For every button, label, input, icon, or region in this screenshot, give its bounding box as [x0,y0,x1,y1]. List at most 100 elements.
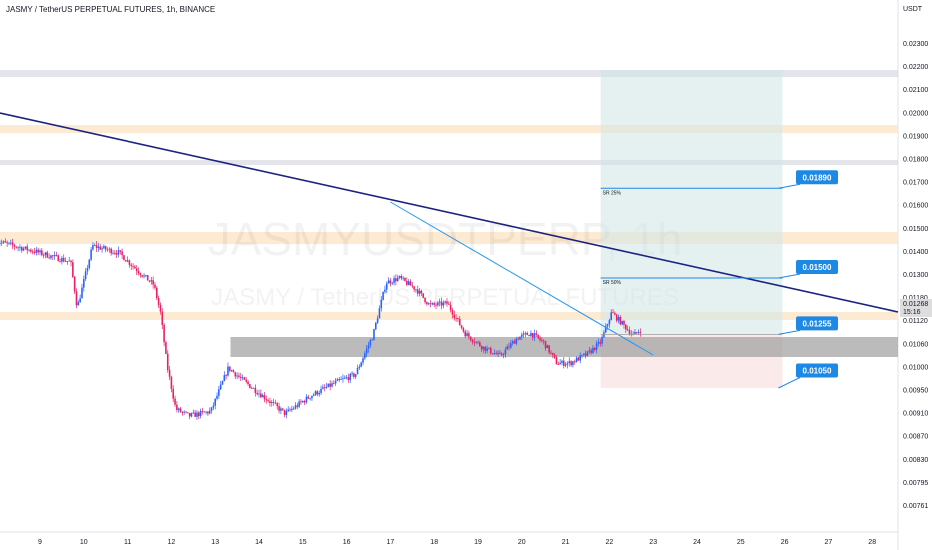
candle-body-19 [30,249,32,252]
x-tick-19: 28 [868,539,876,546]
x-tick-7: 16 [343,539,351,546]
candle-body-52 [90,249,92,260]
chart-title: JASMY / TetherUS PERPETUAL FUTURES, 1h, … [6,5,216,14]
candle-body-31 [51,255,54,257]
candle-body-331 [599,341,602,344]
candle-body-72 [126,260,129,262]
candle-body-309 [559,362,561,365]
candle-body-258 [466,333,468,337]
candle-body-239 [431,303,434,305]
candle-body-13 [19,247,21,248]
candle-body-64 [112,252,114,254]
candle-body-66 [115,253,118,255]
candle-body-53 [92,245,94,250]
candle-body-165 [296,405,299,407]
candle-body-219 [395,278,397,282]
y-tick-4: 0.01900 [903,133,928,140]
candle-body-9 [11,242,14,246]
candle-body-327 [592,347,594,353]
candle-body-293 [530,333,532,337]
candle-body-310 [561,360,563,363]
candle-body-38 [64,261,67,262]
candle-body-172 [309,398,311,400]
candle-body-32 [53,255,56,257]
wedge-trendline [390,201,654,356]
candle-body-328 [594,347,596,350]
candle-body-291 [526,333,529,336]
candle-body-255 [460,325,463,329]
candle-body-234 [422,293,425,298]
candle-body-352 [637,332,640,334]
tag-text-3: 0.01050 [803,367,832,376]
y-tick-17: 0.00870 [903,434,928,441]
candle-body-200 [360,362,362,367]
candle-body-152 [272,402,275,403]
tag-box-3 [796,363,838,378]
candle-body-263 [475,341,477,343]
candle-body-198 [356,368,359,375]
candle-body-114 [203,411,206,413]
x-tick-5: 14 [255,539,263,546]
candle-body-40 [68,260,70,262]
candle-body-41 [70,260,72,263]
candle-body-28 [46,252,49,258]
candle-body-131 [234,372,237,377]
candle-body-126 [225,375,227,376]
candle-body-179 [322,387,324,389]
horizontal-band-2 [0,125,898,133]
candle-body-337 [610,312,613,321]
y-tick-5: 0.01800 [903,157,928,164]
candle-body-217 [391,282,394,284]
candle-body-341 [617,316,620,321]
candle-body-233 [420,290,423,294]
candle-body-61 [106,249,109,251]
candle-body-116 [207,411,209,414]
candle-body-133 [238,375,240,377]
x-tick-10: 19 [474,539,482,546]
candle-body-162 [291,408,293,411]
candle-body-96 [170,376,173,389]
candle-body-140 [250,387,253,389]
candle-body-25 [41,250,43,255]
candle-body-109 [194,412,196,417]
candle-body-294 [531,333,534,338]
candle-body-277 [500,353,503,355]
candle-body-51 [88,259,91,268]
candle-body-49 [84,271,87,280]
candle-body-5 [4,241,7,243]
candle-body-144 [258,393,260,395]
candle-body-30 [50,255,52,259]
candle-body-342 [619,316,622,325]
candle-body-44 [75,291,78,306]
candle-body-340 [615,314,618,321]
y-tick-7: 0.01600 [903,203,928,210]
candle-body-59 [103,246,105,249]
candle-body-146 [261,395,264,398]
candle-body-184 [331,383,333,387]
y-tick-10: 0.01300 [903,272,928,279]
candle-body-322 [583,353,585,355]
candle-body-230 [415,289,417,291]
candle-body-102 [181,411,184,413]
level-label-0: SR 25% [603,190,622,196]
candle-body-76 [134,266,136,269]
y-tick-20: 0.00761 [903,503,928,510]
candle-body-302 [546,345,549,349]
candle-body-201 [362,358,364,363]
candle-body-220 [396,277,399,282]
candle-body-77 [135,268,138,272]
candle-body-208 [375,322,377,330]
x-tick-13: 22 [606,539,614,546]
candle-body-319 [577,357,580,361]
candle-body-88 [156,287,158,299]
tag-tail-0 [778,183,801,189]
candle-body-137 [245,379,248,382]
candle-body-237 [427,303,430,305]
x-tick-4: 13 [211,539,219,546]
candle-body-84 [148,280,151,282]
candle-body-339 [614,313,616,315]
candle-body-138 [247,381,249,385]
candle-body-117 [208,410,211,414]
candle-body-224 [404,277,406,281]
